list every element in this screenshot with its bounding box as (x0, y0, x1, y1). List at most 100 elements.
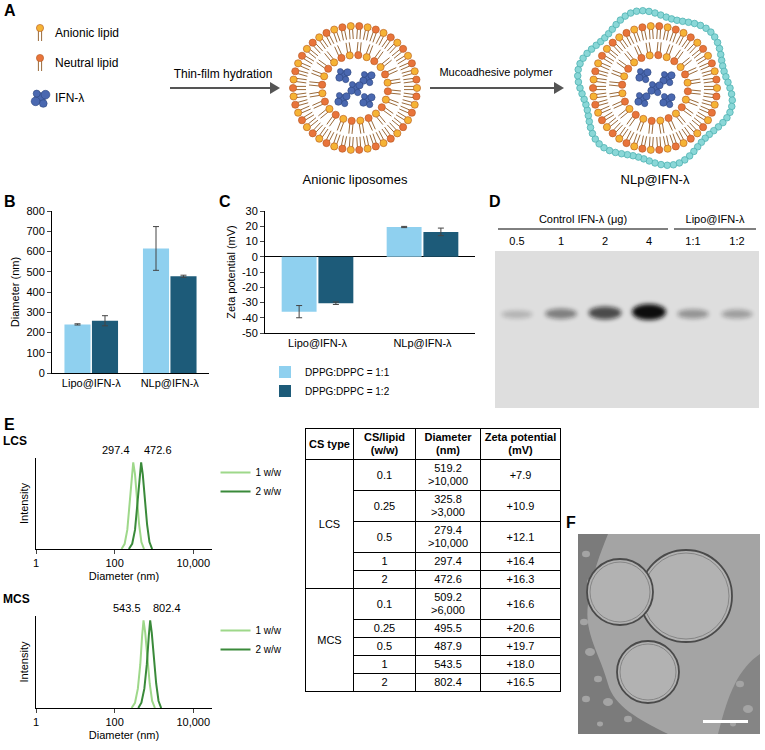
svg-text:IFN-λ: IFN-λ (55, 91, 84, 105)
svg-text:300: 300 (26, 306, 44, 318)
svg-text:Anionic lipid: Anionic lipid (55, 26, 119, 40)
svg-text:Intensity: Intensity (18, 641, 30, 682)
html-text:0.1: 0.1 (376, 468, 393, 481)
svg-text:1: 1 (33, 716, 39, 728)
svg-text:30: 30 (246, 205, 258, 217)
svg-text:472.6: 472.6 (144, 444, 172, 456)
html-text:+10.9: +10.9 (506, 499, 535, 512)
html-text:543.5: 543.5 (434, 658, 462, 670)
svg-text:Zeta potential (mV): Zeta potential (mV) (225, 225, 237, 319)
html-text:MCS: MCS (317, 633, 342, 646)
svg-text:2 w/w: 2 w/w (256, 644, 282, 655)
svg-text:543.5: 543.5 (113, 602, 141, 614)
svg-text:Neutral lipid: Neutral lipid (55, 56, 118, 70)
svg-text:1:1: 1:1 (685, 235, 700, 247)
html-text:>10,000: >10,000 (428, 475, 468, 487)
svg-text:Diameter (nm): Diameter (nm) (89, 729, 159, 741)
svg-text:Lipo@IFN-λ: Lipo@IFN-λ (62, 377, 121, 389)
html-text:>10,000: >10,000 (428, 537, 468, 549)
svg-text:-10: -10 (242, 266, 258, 278)
svg-text:0: 0 (39, 367, 45, 379)
html-text:+16.3: +16.3 (506, 573, 535, 585)
svg-text:Control IFN-λ (μg): Control IFN-λ (μg) (539, 213, 627, 225)
svg-text:0: 0 (252, 251, 258, 263)
svg-text:10: 10 (246, 235, 258, 247)
html-text:Diameter (nm): Diameter (nm) (424, 431, 472, 456)
html-text:LCS: LCS (318, 517, 341, 530)
svg-text:Mucoadhesive polymer: Mucoadhesive polymer (439, 66, 552, 78)
svg-text:400: 400 (26, 286, 44, 298)
svg-text:100: 100 (26, 347, 44, 359)
svg-text:1:2: 1:2 (729, 235, 744, 247)
svg-text:4: 4 (646, 235, 652, 247)
svg-text:1 w/w: 1 w/w (256, 467, 282, 478)
svg-text:-50: -50 (242, 327, 258, 339)
svg-text:500: 500 (26, 266, 44, 278)
svg-text:Diameter (nm): Diameter (nm) (89, 570, 159, 582)
svg-text:NLp@IFN-λ: NLp@IFN-λ (141, 377, 200, 389)
html-text:>3,000: >3,000 (431, 506, 465, 518)
html-text:>6,000: >6,000 (431, 604, 465, 616)
svg-text:10,000: 10,000 (176, 716, 210, 728)
svg-text:700: 700 (26, 225, 44, 237)
html-text:Zeta potential (mV): Zeta potential (mV) (484, 431, 557, 456)
svg-text:10,000: 10,000 (176, 557, 210, 569)
html-text:+20.6: +20.6 (506, 622, 535, 634)
html-text:279.4: 279.4 (434, 524, 462, 536)
html-text:+16.4: +16.4 (506, 555, 535, 567)
html-text:0.1: 0.1 (376, 597, 393, 610)
html-text:0.5: 0.5 (376, 530, 393, 543)
svg-text:Lipo@IFN-λ: Lipo@IFN-λ (288, 337, 347, 349)
html-text:0.25: 0.25 (373, 622, 396, 634)
svg-text:LCS: LCS (3, 434, 27, 448)
html-text:297.4: 297.4 (434, 555, 462, 567)
svg-text:Lipo@IFN-λ: Lipo@IFN-λ (686, 213, 745, 225)
svg-text:MCS: MCS (3, 592, 30, 606)
svg-text:Diameter (nm): Diameter (nm) (9, 257, 21, 327)
svg-text:0.5: 0.5 (509, 235, 524, 247)
svg-text:802.4: 802.4 (153, 602, 181, 614)
html-text:495.5: 495.5 (434, 622, 462, 634)
svg-text:100: 100 (105, 716, 123, 728)
svg-text:NLp@IFN-λ: NLp@IFN-λ (393, 337, 452, 349)
html-text:472.6: 472.6 (434, 573, 462, 585)
svg-text:2: 2 (602, 235, 608, 247)
svg-text:Intensity: Intensity (18, 483, 30, 524)
html-text:+16.6: +16.6 (506, 597, 535, 610)
svg-text:1 w/w: 1 w/w (256, 625, 282, 636)
html-text:+19.7: +19.7 (506, 640, 535, 652)
svg-text:-40: -40 (242, 312, 258, 324)
svg-text:800: 800 (26, 205, 44, 217)
html-text:+12.1: +12.1 (506, 530, 535, 543)
html-text:D: D (489, 193, 501, 210)
svg-text:20: 20 (246, 220, 258, 232)
html-text:0.25: 0.25 (373, 499, 396, 512)
svg-text:297.4: 297.4 (102, 444, 130, 456)
svg-text:1: 1 (33, 557, 39, 569)
svg-text:NLp@IFN-λ: NLp@IFN-λ (621, 172, 690, 187)
html-text:CS/lipid (w/w): CS/lipid (w/w) (364, 431, 405, 456)
svg-text:2 w/w: 2 w/w (256, 486, 282, 497)
html-text:0.5: 0.5 (376, 640, 393, 652)
svg-text:200: 200 (26, 326, 44, 338)
svg-text:1: 1 (558, 235, 564, 247)
html-text:325.8: 325.8 (434, 493, 462, 505)
html-text:519.2: 519.2 (434, 462, 462, 474)
html-text:487.9: 487.9 (434, 640, 462, 652)
html-text:B: B (4, 193, 16, 210)
svg-text:-30: -30 (242, 296, 258, 308)
svg-text:Thin-film hydration: Thin-film hydration (174, 67, 273, 81)
svg-text:100: 100 (105, 557, 123, 569)
svg-text:DPPG:DPPC = 1:2: DPPG:DPPC = 1:2 (305, 386, 390, 397)
svg-text:Anionic liposomes: Anionic liposomes (303, 172, 408, 187)
html-text:509.2: 509.2 (434, 591, 462, 603)
html-text:802.4: 802.4 (434, 676, 462, 688)
html-text:CS type: CS type (309, 437, 350, 450)
html-text:+18.0: +18.0 (506, 658, 535, 670)
svg-text:DPPG:DPPC = 1:1: DPPG:DPPC = 1:1 (305, 367, 390, 378)
html-text:A: A (4, 2, 16, 19)
html-text:+7.9: +7.9 (509, 468, 532, 481)
html-text:C: C (219, 193, 231, 210)
svg-text:600: 600 (26, 245, 44, 257)
svg-text:-20: -20 (242, 281, 258, 293)
